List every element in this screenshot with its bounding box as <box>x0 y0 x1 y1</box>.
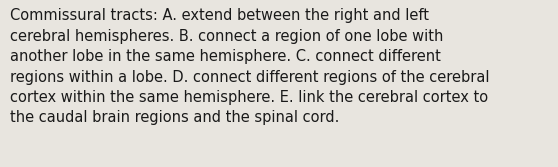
Text: Commissural tracts: A. extend between the right and left
cerebral hemispheres. B: Commissural tracts: A. extend between th… <box>10 8 489 125</box>
